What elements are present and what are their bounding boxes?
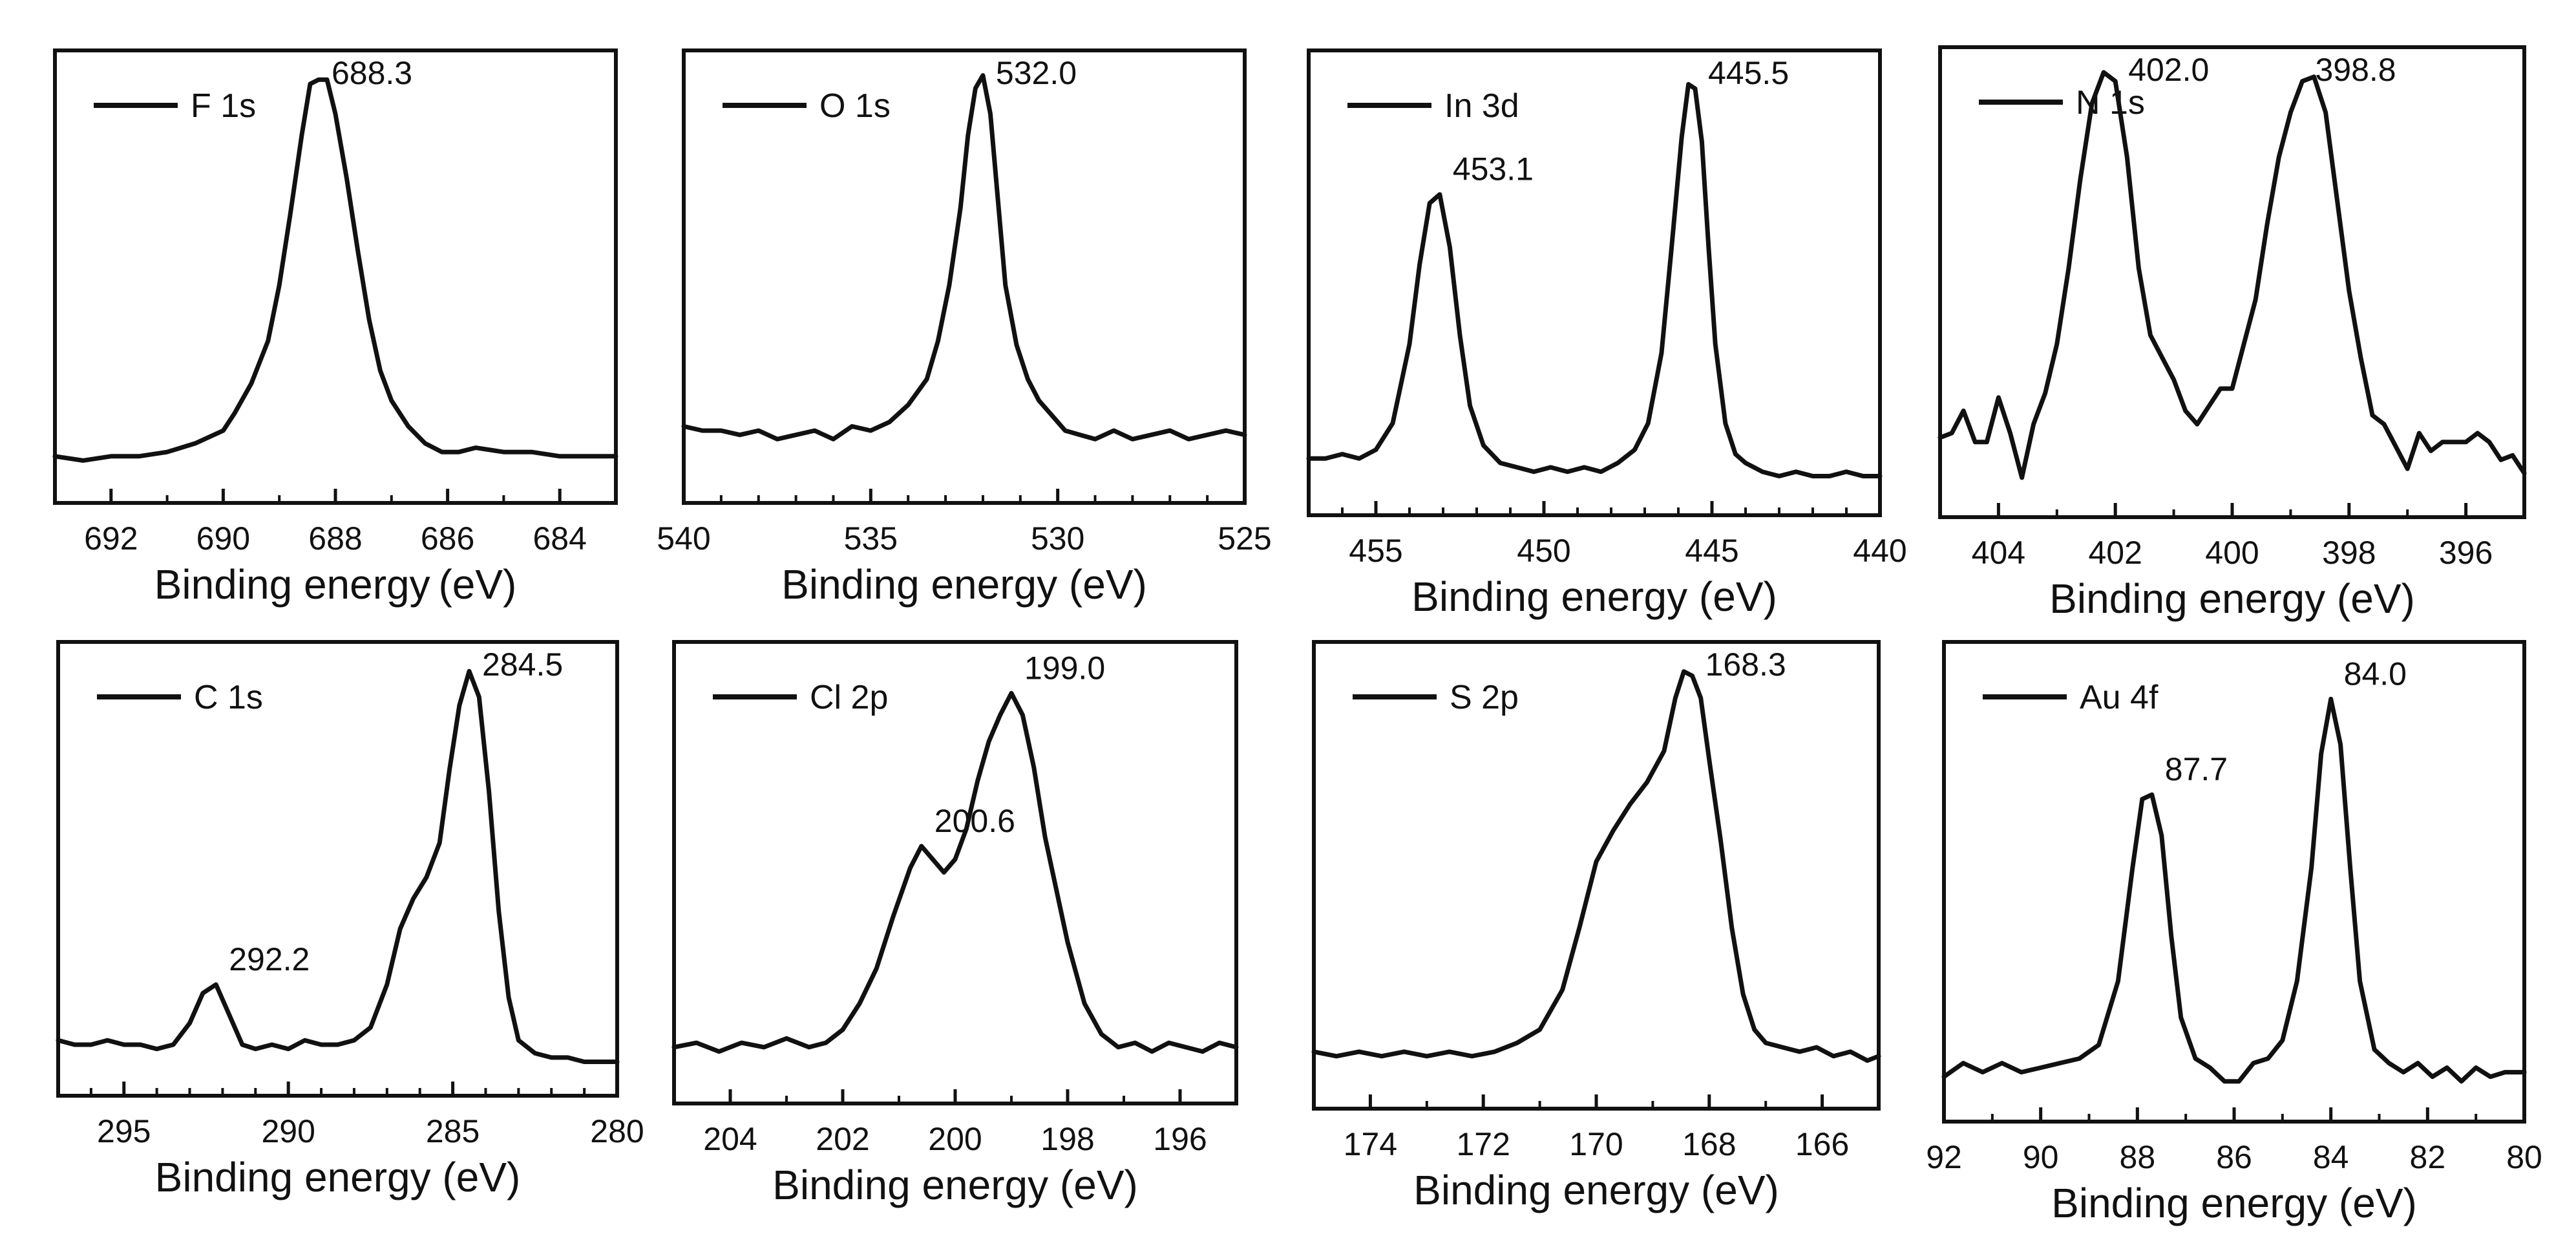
chart-1-peak-label: 688.3 bbox=[332, 55, 412, 91]
chart-6-tick-label: 198 bbox=[1040, 1121, 1094, 1157]
chart-4-tick-label: 400 bbox=[2205, 535, 2259, 571]
chart-4: 404 402 400 398 396 Binding energy (eV) N 1s40… bbox=[1937, 45, 2527, 622]
chart-1-tick-label: 684 bbox=[533, 520, 586, 557]
chart-3: 455 450 445 440 Binding energy (eV) In 3d 453.… bbox=[1306, 48, 1907, 620]
chart-7-legend-label: S 2p bbox=[1450, 679, 1519, 716]
chart-8-tick-label: 82 bbox=[2410, 1139, 2446, 1175]
chart-5-frame bbox=[56, 640, 619, 1098]
chart-6-tick-label: 200 bbox=[928, 1121, 982, 1157]
chart-3-spectrum-line bbox=[1306, 81, 1883, 478]
chart-3-tick-label: 440 bbox=[1853, 533, 1906, 569]
chart-5-legend-label: C 1s bbox=[194, 679, 263, 716]
chart-4-spectrum-line bbox=[1937, 70, 2527, 480]
chart-8: 92 90 88 86 84 82 80 Binding energy (eV) Au 4f87… bbox=[1926, 640, 2542, 1226]
chart-6-legend-label: Cl 2p bbox=[810, 679, 888, 716]
chart-6-frame bbox=[672, 640, 1238, 1105]
chart-3-peak-label: 445.5 bbox=[1708, 55, 1789, 91]
chart-8-peak-label: 84.0 bbox=[2344, 656, 2407, 692]
chart-1-tick-label: 692 bbox=[84, 520, 138, 557]
chart-7: 174 172 170 168 166 Binding energy (eV) S 2p 16… bbox=[1311, 640, 1881, 1213]
chart-2-tick-label: 540 bbox=[657, 520, 710, 557]
chart-8-peak-label: 87.7 bbox=[2165, 751, 2228, 787]
chart-3-peak-label: 453.1 bbox=[1453, 151, 1534, 187]
chart-8-xlabel: Binding energy (eV) bbox=[2051, 1180, 2417, 1226]
chart-6-peak-label: 199.0 bbox=[1024, 650, 1105, 686]
chart-8-tick-label: 92 bbox=[1926, 1139, 1962, 1175]
chart-2: 540 535 530 525 Binding energy (eV) O 1s 532.0 bbox=[657, 48, 1272, 608]
chart-2-spectrum-line bbox=[681, 73, 1247, 442]
chart-7-tick-label: 174 bbox=[1344, 1126, 1397, 1162]
chart-3-tick-label: 450 bbox=[1517, 533, 1570, 569]
chart-3-tick-label: 445 bbox=[1685, 533, 1738, 569]
chart-4-peak-label: 402.0 bbox=[2128, 52, 2209, 88]
chart-7-frame bbox=[1312, 640, 1881, 1111]
chart-6-peak-label: 200.6 bbox=[934, 803, 1015, 839]
chart-6-spectrum-line bbox=[671, 690, 1239, 1054]
chart-6: 204 202 200 198 196 Binding energy (eV) Cl 2p 2… bbox=[671, 640, 1239, 1208]
chart-1-legend-label: F 1s bbox=[191, 87, 256, 125]
chart-2-tick-label: 525 bbox=[1218, 520, 1271, 557]
chart-5-spectrum-line bbox=[56, 668, 620, 1064]
chart-7-spectrum-line bbox=[1311, 669, 1881, 1063]
chart-8-frame bbox=[1942, 640, 2526, 1124]
chart-8-spectrum-line bbox=[1941, 696, 2527, 1084]
chart-1-xlabel: Binding energy (eV) bbox=[154, 561, 517, 608]
chart-2-legend-label: O 1s bbox=[819, 87, 891, 125]
chart-2-tick-label: 535 bbox=[844, 520, 898, 557]
chart-4-tick-label: 398 bbox=[2322, 535, 2376, 571]
chart-5-xlabel: Binding energy (eV) bbox=[155, 1154, 521, 1200]
chart-8-tick-label: 90 bbox=[2023, 1139, 2059, 1175]
chart-3-frame bbox=[1307, 48, 1882, 517]
chart-1-tick-label: 690 bbox=[196, 520, 250, 557]
chart-3-xlabel: Binding energy (eV) bbox=[1411, 573, 1777, 620]
chart-4-peak-label: 398.8 bbox=[2315, 52, 2396, 88]
chart-6-tick-label: 204 bbox=[703, 1121, 757, 1157]
chart-5-peak-label: 284.5 bbox=[482, 646, 563, 683]
chart-5-peak-label: 292.2 bbox=[229, 941, 310, 977]
chart-5-tick-label: 290 bbox=[261, 1113, 315, 1149]
chart-5: 295 290 285 280 Binding energy (eV) C 1s 292.2… bbox=[56, 640, 644, 1200]
chart-6-xlabel: Binding energy (eV) bbox=[772, 1162, 1138, 1208]
chart-7-tick-label: 166 bbox=[1795, 1126, 1849, 1162]
chart-7-tick-label: 170 bbox=[1569, 1126, 1623, 1162]
chart-2-frame bbox=[682, 48, 1247, 505]
chart-8-legend-label: Au 4f bbox=[2080, 679, 2159, 716]
chart-2-xlabel: Binding energy (eV) bbox=[781, 561, 1147, 608]
chart-5-tick-label: 285 bbox=[426, 1113, 480, 1149]
chart-7-xlabel: Binding energy (eV) bbox=[1413, 1167, 1779, 1213]
chart-6-tick-label: 196 bbox=[1153, 1121, 1207, 1157]
chart-6-tick-label: 202 bbox=[816, 1121, 869, 1157]
chart-5-tick-label: 280 bbox=[590, 1113, 644, 1149]
chart-7-peak-label: 168.3 bbox=[1705, 646, 1786, 683]
chart-1-tick-label: 688 bbox=[308, 520, 362, 557]
chart-4-tick-label: 404 bbox=[1972, 535, 2025, 571]
chart-7-tick-label: 172 bbox=[1456, 1126, 1510, 1162]
chart-1-spectrum-line bbox=[52, 77, 618, 463]
chart-3-tick-label: 455 bbox=[1349, 533, 1402, 569]
chart-5-tick-label: 295 bbox=[97, 1113, 151, 1149]
chart-4-xlabel: Binding energy (eV) bbox=[2049, 575, 2415, 622]
chart-4-tick-label: 396 bbox=[2439, 535, 2493, 571]
chart-8-tick-label: 80 bbox=[2506, 1139, 2542, 1175]
chart-8-tick-label: 86 bbox=[2216, 1139, 2252, 1175]
chart-4-legend-label: N 1s bbox=[2076, 84, 2145, 122]
chart-2-tick-label: 530 bbox=[1031, 520, 1084, 557]
chart-1-tick-label: 686 bbox=[421, 520, 474, 557]
chart-3-legend-label: In 3d bbox=[1444, 87, 1519, 125]
chart-1: 692 690 688 686 684 Binding energy (eV) F 1s 68… bbox=[52, 48, 618, 608]
chart-8-tick-label: 84 bbox=[2313, 1139, 2349, 1175]
chart-8-tick-label: 88 bbox=[2120, 1139, 2156, 1175]
chart-7-tick-label: 168 bbox=[1682, 1126, 1736, 1162]
chart-2-peak-label: 532.0 bbox=[996, 55, 1077, 91]
chart-4-tick-label: 402 bbox=[2088, 535, 2142, 571]
